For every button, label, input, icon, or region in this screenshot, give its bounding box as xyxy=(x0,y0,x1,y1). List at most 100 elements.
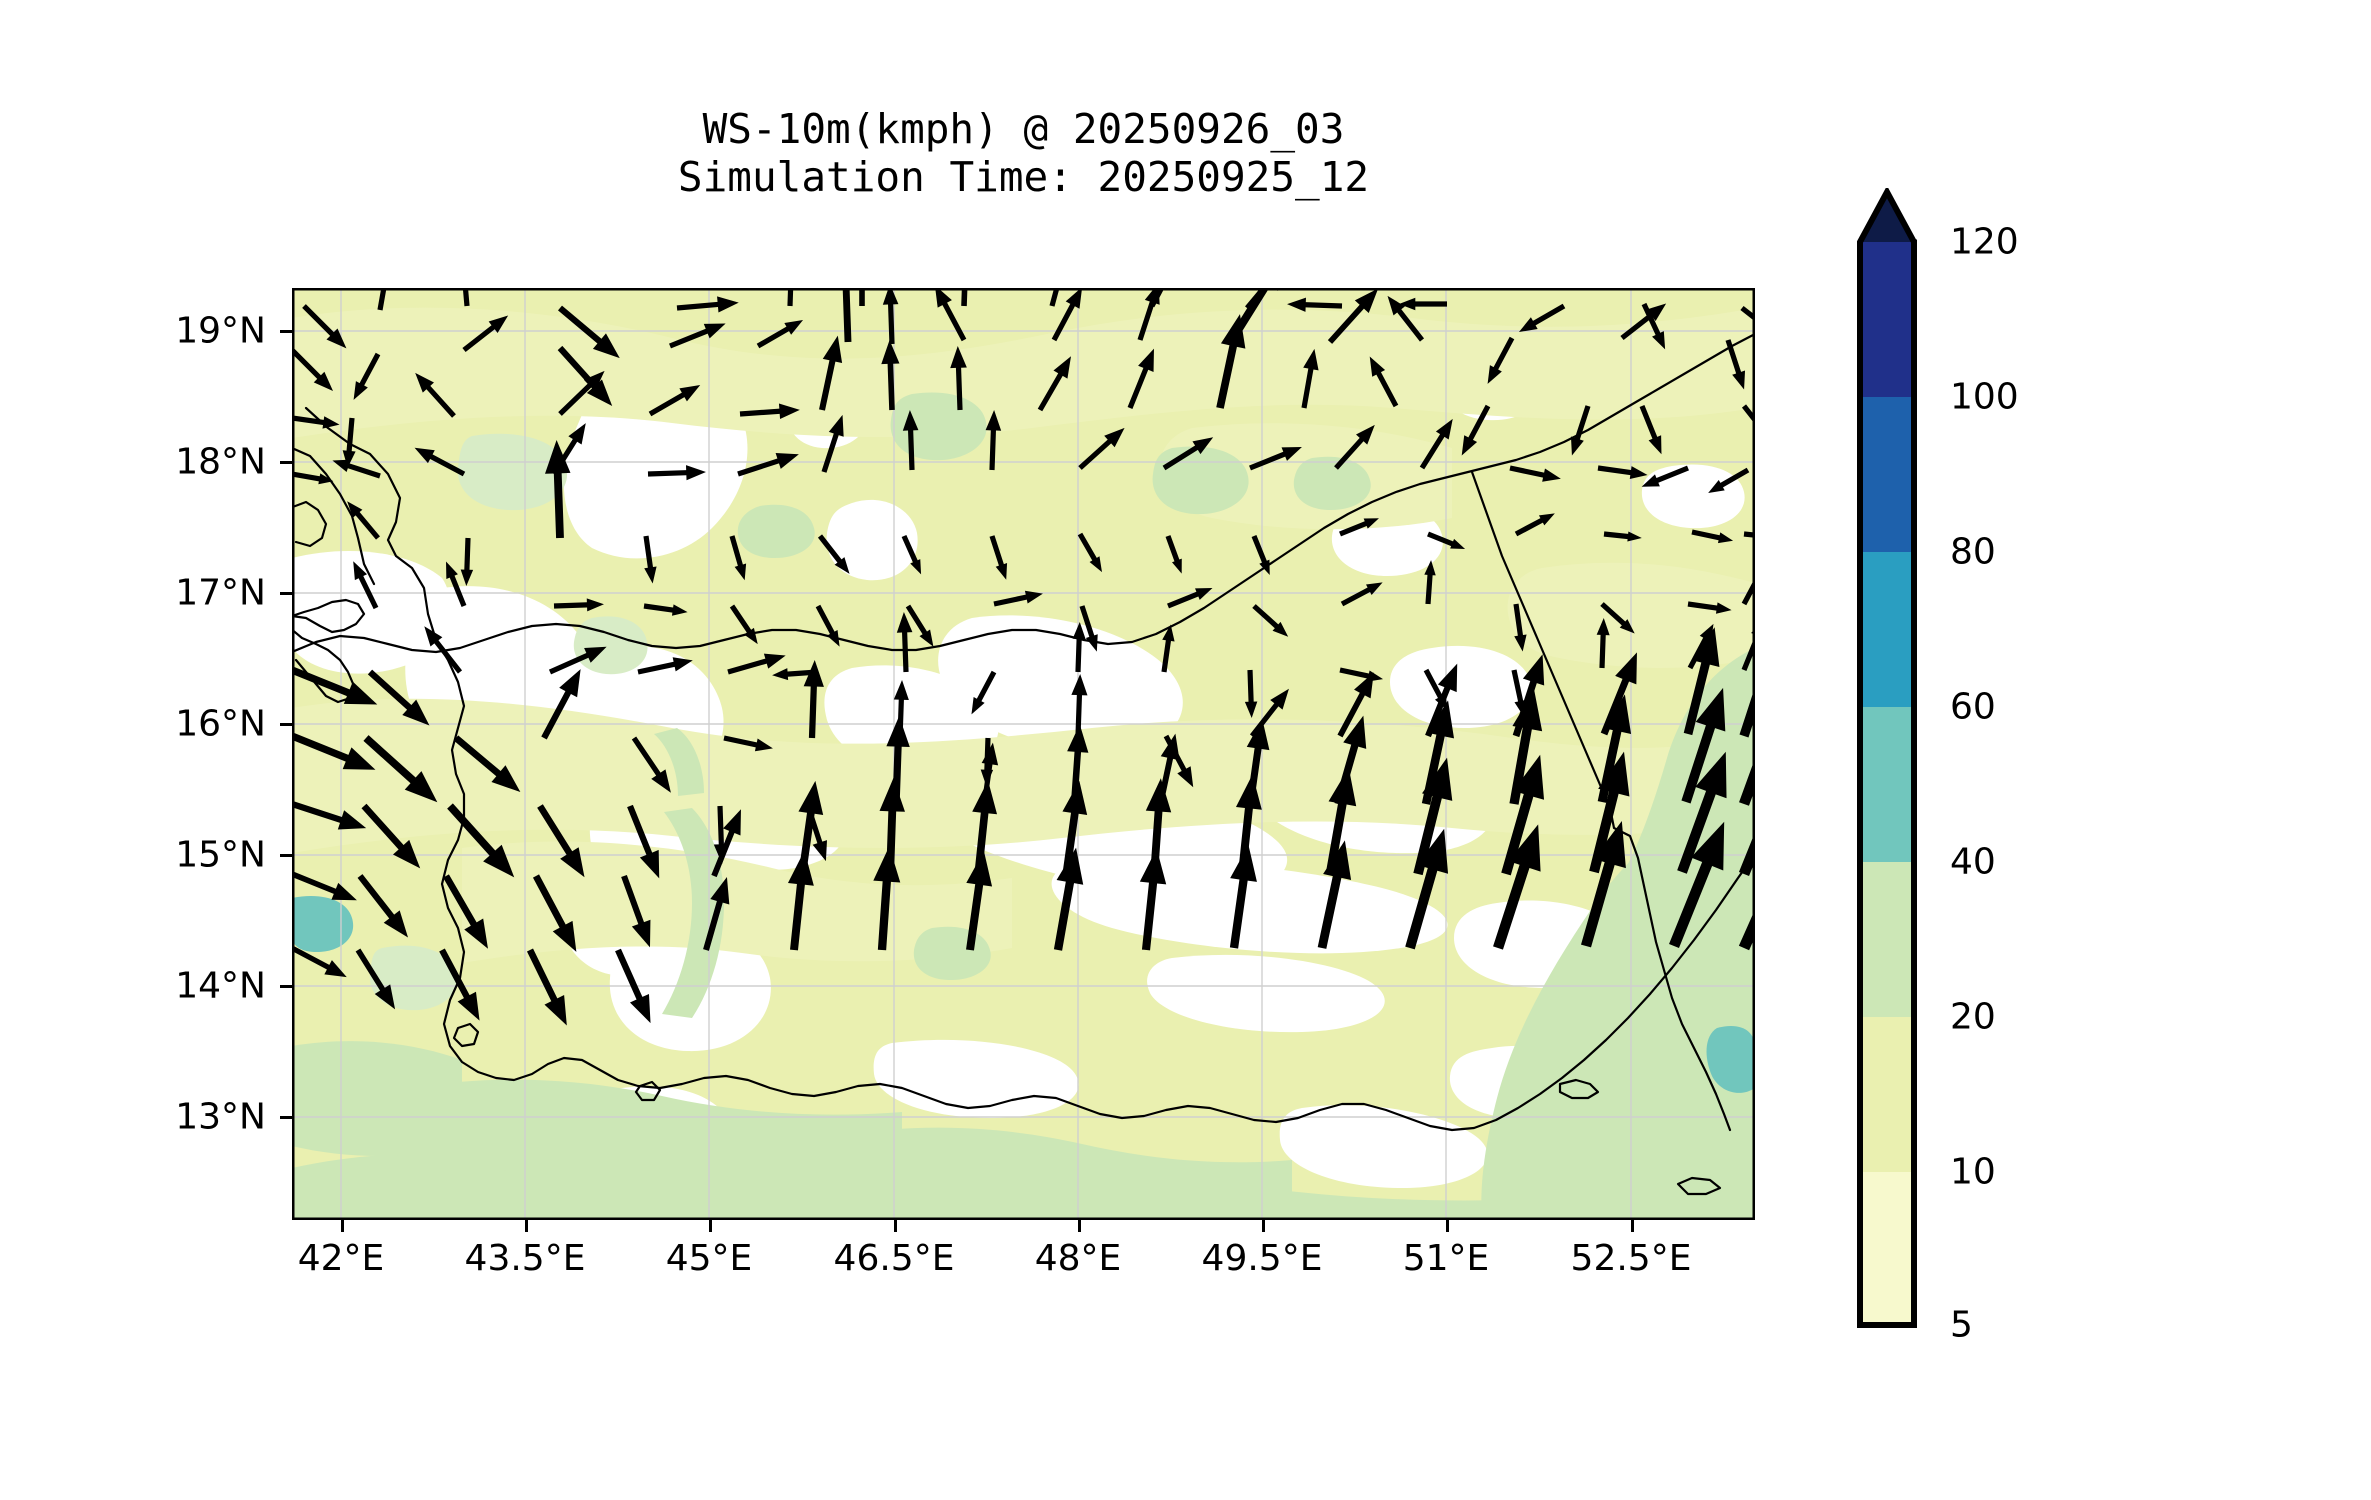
wind-arrow xyxy=(727,653,786,675)
contour-fill-layer xyxy=(292,288,1755,1220)
colorbar-label-60: 60 xyxy=(1950,686,1996,728)
wind-arrow xyxy=(1597,694,1632,803)
x-tick-label-4: 48°E xyxy=(1034,1238,1122,1279)
x-tick-label-6: 51°E xyxy=(1402,1238,1490,1279)
wind-arrow xyxy=(1399,297,1447,311)
wind-arrow xyxy=(1687,601,1732,614)
wind-arrow xyxy=(1325,767,1357,875)
y-tick-13 xyxy=(280,1116,292,1119)
wind-arrow xyxy=(357,874,409,938)
wind-arrow xyxy=(881,340,900,411)
wind-arrow xyxy=(1425,663,1458,738)
title-line-1: WS-10m(kmph) @ 20250926_03 xyxy=(702,105,1345,153)
colorbar-band-40-60 xyxy=(1857,707,1917,862)
wind-arrow xyxy=(1461,404,1491,456)
colorbar-outline xyxy=(1857,185,1917,1328)
wind-vector-arrows xyxy=(292,288,1755,1026)
wind-arrow xyxy=(901,534,922,575)
colorbar-band-80-100 xyxy=(1857,397,1917,552)
wind-arrow xyxy=(557,305,620,359)
colorbar-extend-arrow xyxy=(1857,188,1917,242)
wind-arrow xyxy=(1067,724,1089,807)
wind-arrow xyxy=(1738,909,1755,951)
wind-arrow xyxy=(1509,689,1543,805)
wind-arrow xyxy=(1137,288,1160,341)
y-tick-17 xyxy=(280,592,292,595)
wind-arrow xyxy=(1597,465,1648,480)
colorbar-label-10: 10 xyxy=(1950,1151,1996,1193)
y-tick-15 xyxy=(280,854,292,857)
wind-arrow xyxy=(1229,845,1257,949)
x-tick-4 xyxy=(1078,1220,1081,1232)
wind-arrow xyxy=(292,348,334,392)
wind-arrow xyxy=(1513,603,1527,652)
wind-arrow xyxy=(631,736,671,793)
wind-arrow xyxy=(1051,288,1083,342)
x-tick-label-1: 43.5°E xyxy=(464,1238,586,1279)
wind-arrow xyxy=(1287,297,1343,312)
wind-arrow xyxy=(643,535,657,584)
colorbar-label-80: 80 xyxy=(1950,531,1996,573)
wind-arrow xyxy=(643,603,688,616)
wind-arrow xyxy=(1139,848,1167,951)
wind-arrow xyxy=(1337,672,1374,738)
wind-arrow xyxy=(1317,840,1352,949)
map-svg xyxy=(292,288,1755,1220)
x-tick-label-7: 52.5°E xyxy=(1570,1238,1692,1279)
wind-arrow xyxy=(902,410,919,471)
wind-arrow xyxy=(905,604,934,647)
wind-arrow xyxy=(553,598,604,612)
wind-arrow xyxy=(292,415,340,429)
wind-arrow xyxy=(676,296,739,313)
wind-arrow xyxy=(669,323,726,349)
wind-arrow xyxy=(1301,348,1319,409)
wind-arrow xyxy=(966,850,993,951)
colorbar-band-60-80 xyxy=(1857,552,1917,707)
x-tick-label-5: 49.5°E xyxy=(1201,1238,1323,1279)
wind-arrow xyxy=(803,660,824,739)
wind-arrow xyxy=(1641,302,1666,350)
wind-arrow xyxy=(443,874,488,949)
wind-arrow xyxy=(1053,847,1084,951)
figure-title: WS-10m(kmph) @ 20250926_03 Simulation Ti… xyxy=(292,105,1755,202)
wind-arrow xyxy=(627,804,660,879)
wind-arrow xyxy=(859,288,865,306)
wind-arrow xyxy=(886,716,910,807)
wind-arrow xyxy=(961,288,968,307)
wind-arrow xyxy=(1677,751,1727,874)
colorbar-label-20: 20 xyxy=(1950,996,1996,1038)
wind-arrow xyxy=(1062,780,1088,877)
wind-arrow xyxy=(1077,532,1102,573)
wind-arrow xyxy=(292,945,347,978)
wind-arrow xyxy=(1327,288,1379,344)
wind-arrow xyxy=(989,535,1008,580)
wind-arrow xyxy=(462,288,470,307)
wind-arrow xyxy=(1405,828,1449,950)
wind-arrow xyxy=(1252,604,1289,637)
wind-arrow xyxy=(292,801,367,830)
map-plot-area xyxy=(292,288,1755,1220)
wind-arrow xyxy=(1620,303,1667,341)
x-tick-6 xyxy=(1446,1220,1449,1232)
wind-arrow xyxy=(1570,405,1591,456)
wind-arrow xyxy=(1037,356,1071,412)
wind-arrow xyxy=(729,535,747,581)
wind-arrow xyxy=(1387,295,1425,342)
wind-arrow xyxy=(1072,622,1086,673)
wind-arrow xyxy=(729,604,758,645)
wind-arrow xyxy=(1581,821,1626,948)
wind-arrow xyxy=(363,735,438,803)
wind-arrow xyxy=(361,803,421,869)
wind-arrow xyxy=(1509,465,1561,482)
wind-arrow xyxy=(703,876,730,951)
wind-arrow xyxy=(1600,652,1637,736)
wind-arrow xyxy=(772,668,819,681)
wind-arrow xyxy=(1669,821,1725,949)
wind-arrow xyxy=(1340,582,1383,607)
wind-arrow xyxy=(621,874,651,948)
wind-arrow xyxy=(842,288,852,343)
wind-arrow xyxy=(1743,531,1755,538)
wind-arrow xyxy=(1249,447,1302,471)
wind-arrow xyxy=(1161,624,1175,673)
